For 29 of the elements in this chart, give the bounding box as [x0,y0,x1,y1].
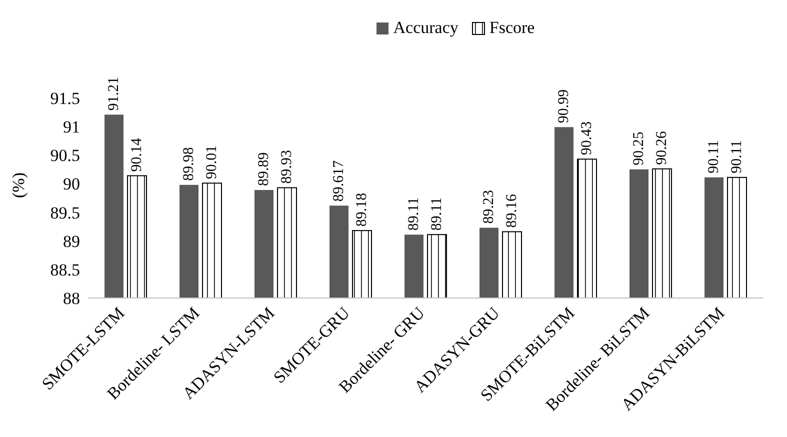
y-tick-label: 91 [63,118,80,137]
data-label: 89.23 [481,190,497,224]
data-label: 89.98 [181,147,197,181]
y-tick-label: 91.5 [50,89,80,108]
y-tick-label: 90.5 [50,146,80,166]
data-label: 89.16 [504,193,520,228]
y-tick-label: 90 [63,174,80,194]
y-tick-label: 88.5 [50,260,80,280]
data-label: 89.11 [406,197,422,231]
data-label: 89.93 [279,150,295,184]
data-label: 89.617 [331,160,347,202]
legend-label: Fscore [489,18,535,38]
y-axis-title: (%) [9,172,28,198]
data-label: 90.25 [631,132,647,166]
data-label: 89.11 [429,197,445,231]
y-tick-label: 89.5 [50,203,80,222]
data-label: 91.21 [106,76,122,111]
data-label: 90.99 [556,89,572,124]
y-tick-label: 88 [63,289,80,308]
data-label: 90.11 [729,140,745,174]
data-label: 89.89 [256,152,272,186]
data-label: 89.18 [354,192,370,227]
data-label: 90.26 [654,130,670,165]
data-label: 90.14 [129,137,145,172]
y-tick-label: 89 [63,232,80,251]
data-label: 90.01 [204,145,220,180]
legend-label: Accuracy [393,18,458,38]
data-label: 90.11 [706,140,722,174]
data-label: 90.43 [579,121,595,156]
